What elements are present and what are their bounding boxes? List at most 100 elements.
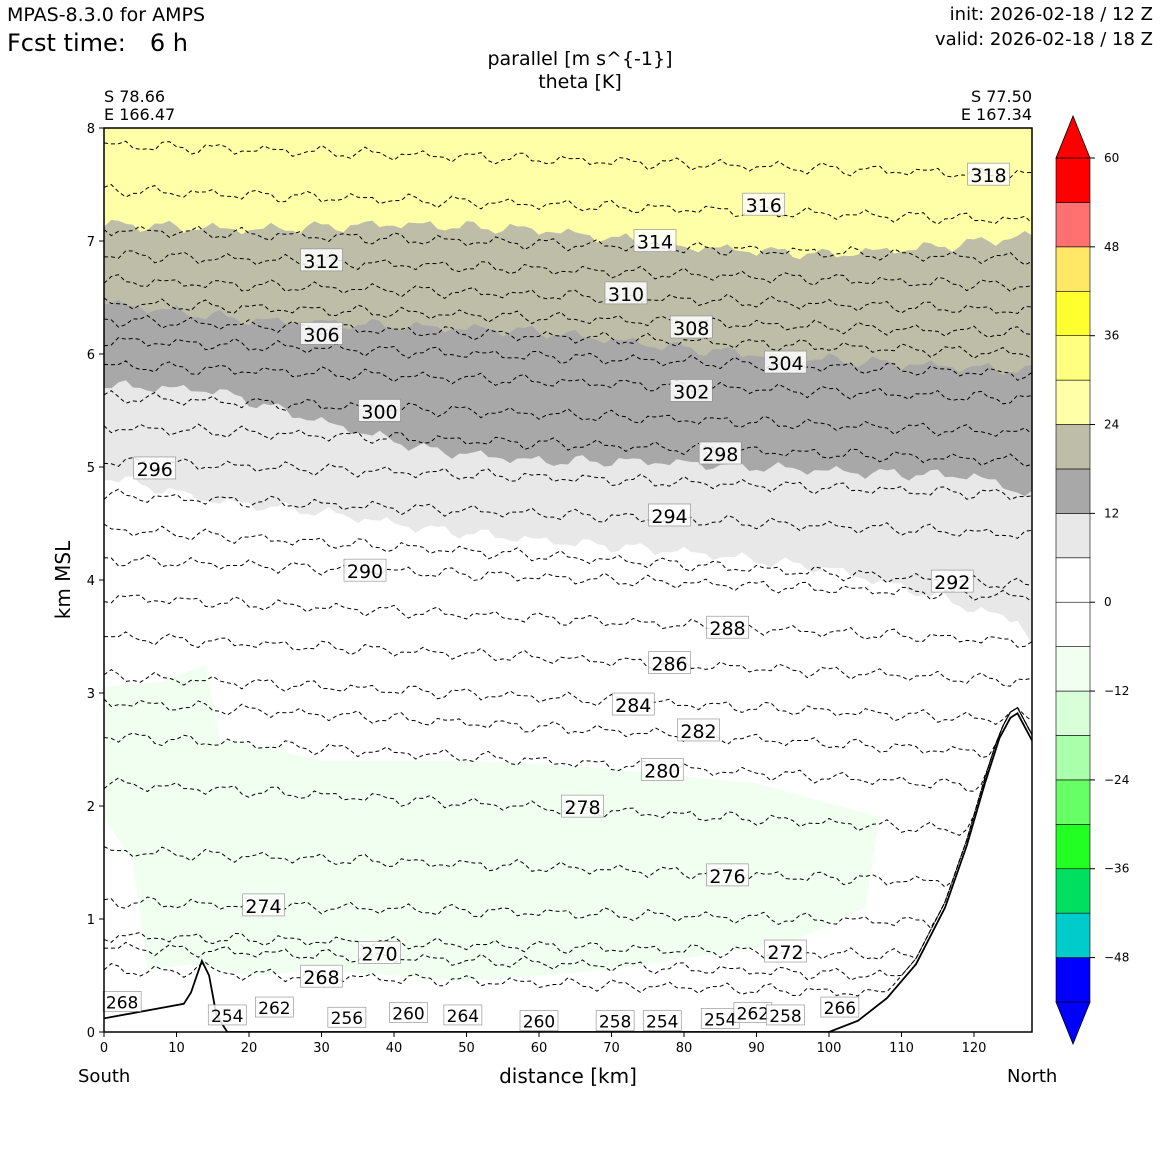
surface-label: 262 — [737, 1005, 769, 1025]
colorbar-tick-label: 12 — [1104, 506, 1119, 520]
theta-contour-310 — [104, 274, 1032, 315]
surface-label-box — [102, 991, 142, 1012]
contour-label-box — [698, 441, 742, 465]
contour-label-306: 306 — [303, 324, 339, 346]
theta-contour-306 — [104, 315, 1032, 360]
start-direction-label: South — [78, 1066, 131, 1087]
theta-contour-272 — [104, 706, 1032, 960]
colorbar-swatch — [1055, 379, 1091, 425]
theta-contour-270 — [104, 706, 1032, 981]
contour-label-310: 310 — [608, 284, 644, 306]
theta-contour-312 — [104, 250, 1032, 293]
surface-label: 258 — [769, 1007, 801, 1027]
colorbar-tick-label: 0 — [1104, 595, 1112, 609]
surface-label-box — [389, 1002, 428, 1024]
theta-contour-276 — [104, 706, 1032, 888]
contour-label-288: 288 — [709, 618, 745, 640]
contour-label-286: 286 — [651, 654, 687, 676]
x-tick-label: 80 — [676, 1041, 693, 1056]
contour-label-304: 304 — [767, 353, 803, 375]
surface-label: 260 — [523, 1013, 555, 1033]
surface-label: 258 — [599, 1013, 631, 1033]
y-axis-label: km MSL — [51, 540, 75, 619]
contour-label-box — [967, 162, 1010, 186]
contour-label-box — [300, 248, 343, 272]
surface-label: 268 — [106, 993, 138, 1013]
contour-label-300: 300 — [361, 401, 397, 423]
contour-label-box — [133, 456, 177, 480]
colorbar-tick-label: 60 — [1104, 151, 1119, 165]
forecast-time: Fcst time: 6 h — [7, 29, 188, 57]
x-axis-label: distance [km] — [499, 1064, 637, 1088]
contour-label-276: 276 — [709, 866, 745, 888]
chart-subtitle: theta [K] — [538, 71, 622, 93]
x-tick-label: 100 — [817, 1041, 842, 1056]
y-axis: 0 1 2 3 4 5 6 7 8 — [87, 122, 104, 1041]
theta-contour-296 — [104, 457, 1032, 501]
contour-label-308: 308 — [673, 318, 709, 340]
surface-label-box — [519, 1010, 559, 1031]
surface-label: 256 — [331, 1009, 363, 1029]
x-tick-label: 110 — [889, 1041, 914, 1056]
contour-label-292: 292 — [934, 572, 970, 594]
contour-label-box — [242, 893, 285, 917]
theta-contours — [104, 140, 1032, 997]
theta-contour-300 — [104, 390, 1032, 437]
contour-label-274: 274 — [245, 896, 281, 918]
colorbar-swatch — [1055, 868, 1091, 914]
contour-label-box — [604, 281, 648, 305]
start-longitude: E 166.47 — [104, 105, 176, 124]
surface-label: 262 — [258, 999, 290, 1019]
colorbar-swatch — [1055, 246, 1091, 292]
surface-label-box — [327, 1006, 367, 1028]
chart-title: parallel [m s^{-1}] — [487, 48, 673, 70]
terrain-line — [104, 712, 1032, 1032]
end-longitude: E 167.34 — [960, 105, 1032, 124]
theta-contour-298 — [104, 423, 1032, 467]
shade-yellow — [104, 128, 1032, 260]
contour-label-box — [300, 322, 343, 345]
theta-contour-292 — [104, 523, 1032, 589]
contour-label-280: 280 — [644, 760, 680, 782]
x-tick-label: 20 — [241, 1041, 258, 1056]
theta-contour-282 — [104, 698, 1032, 759]
theta-contour-288 — [104, 594, 1032, 648]
contour-label-314: 314 — [637, 232, 673, 254]
colorbar-tick-label: 48 — [1104, 240, 1119, 254]
contour-label-box — [611, 692, 655, 716]
surface-label-box — [766, 1004, 805, 1026]
colorbar-under-arrow — [1055, 1001, 1091, 1046]
colorbar-swatch — [1055, 779, 1091, 825]
contour-label-302: 302 — [673, 381, 709, 403]
theta-contour-294 — [104, 488, 1032, 539]
y-tick-label: 6 — [87, 348, 95, 363]
contour-label-box — [343, 558, 387, 582]
valid-time: valid: 2026-02-18 / 18 Z — [935, 29, 1153, 50]
surface-label: 254 — [704, 1010, 736, 1030]
colorbar-tick-label: 24 — [1104, 418, 1119, 432]
surface-label-box — [207, 1004, 247, 1026]
colorbar-over-arrow — [1055, 114, 1091, 159]
x-tick-label: 0 — [100, 1041, 108, 1056]
contour-label-316: 316 — [746, 195, 782, 217]
contour-label-box — [648, 503, 691, 527]
contour-label-box — [669, 379, 713, 402]
contour-label-box — [633, 229, 677, 252]
surface-label: 264 — [447, 1007, 479, 1027]
colorbar-swatch — [1055, 468, 1091, 514]
terrain — [104, 712, 1032, 1032]
y-tick-label: 3 — [87, 687, 95, 702]
theta-contour-labels: 318 316 314 312 310 308 306 304 302 300 298 296 294 2… — [102, 162, 1010, 1033]
colorbar-tick-label: 36 — [1104, 329, 1119, 343]
x-tick-label: 50 — [458, 1041, 475, 1056]
contour-label-box — [706, 863, 749, 887]
contour-label-272: 272 — [767, 942, 803, 964]
contour-label-box — [669, 315, 713, 339]
y-tick-label: 5 — [87, 461, 95, 476]
contour-label-box — [677, 718, 720, 742]
surface-label-box — [820, 996, 860, 1018]
colorbar-swatch — [1055, 157, 1091, 203]
contour-label-box — [706, 615, 749, 639]
contour-label-284: 284 — [615, 695, 651, 717]
theta-contour-284 — [104, 668, 1032, 725]
